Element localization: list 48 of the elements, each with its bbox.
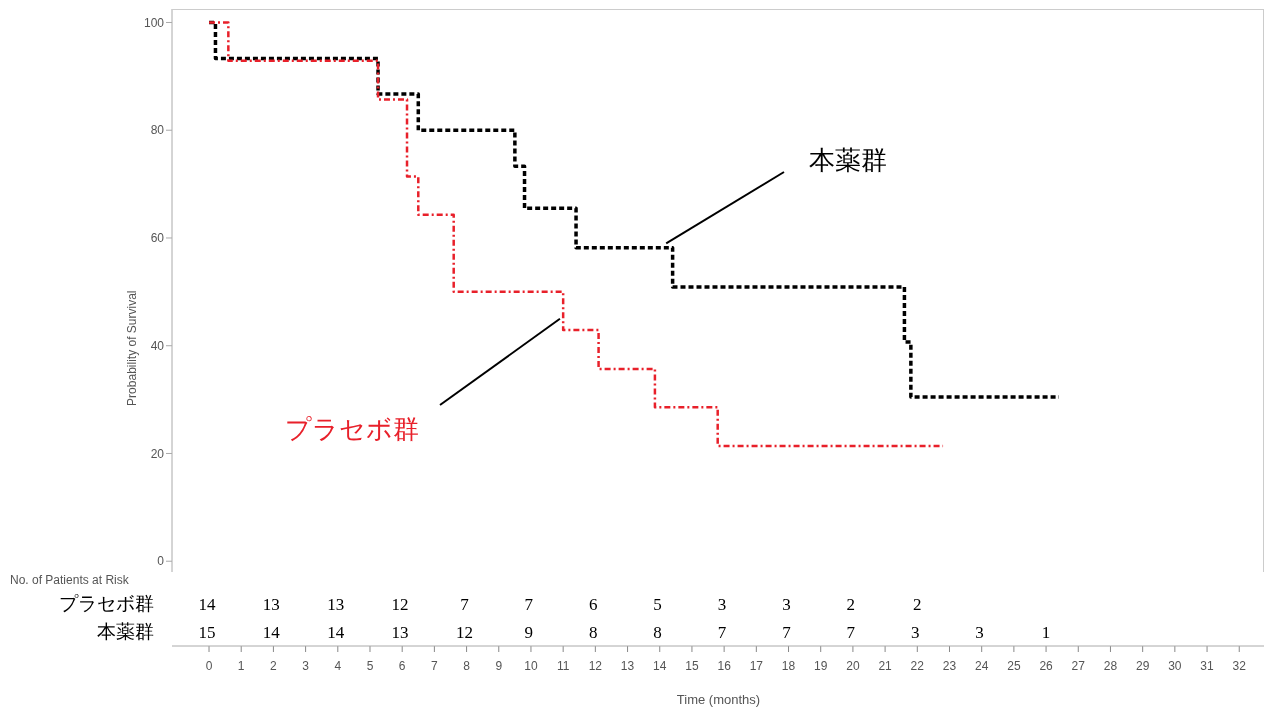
y-tick-label: 40	[150, 338, 165, 353]
x-tick-label: 26	[1039, 659, 1054, 673]
x-tick-label: 21	[878, 659, 893, 673]
y-tick-label: 60	[150, 231, 165, 246]
x-tick-label: 27	[1071, 659, 1086, 673]
x-tick-label: 7	[431, 659, 439, 673]
text: 本薬群	[809, 145, 887, 175]
x-tick-label: 0	[205, 659, 213, 673]
x-tick-label: 22	[910, 659, 925, 673]
x-tick-label: 12	[588, 659, 603, 673]
x-tick-label: 13	[620, 659, 635, 673]
x-tick-label: 15	[685, 659, 699, 673]
text: 14 13 13 12 7 7 6 5 3 3 2 2	[198, 594, 922, 614]
x-tick-label: 25	[1007, 659, 1021, 673]
x-tick-label: 31	[1200, 659, 1215, 673]
x-tick-label: 9	[495, 659, 503, 673]
x-axis-title: Time (months)	[676, 692, 761, 707]
text: プラセボ群	[59, 593, 154, 615]
x-tick-label: 18	[781, 659, 796, 673]
x-tick-label: 17	[749, 659, 764, 673]
x-tick-label: 20	[846, 659, 860, 673]
y-tick-label: 80	[150, 123, 165, 138]
y-tick-label: 0	[157, 554, 165, 569]
x-tick-label: 30	[1168, 659, 1182, 673]
x-tick-label: 23	[942, 659, 957, 673]
x-tick-label: 24	[975, 659, 989, 673]
x-tick-label: 6	[398, 659, 406, 673]
text: 本薬群	[97, 621, 154, 643]
text: プラセボ群	[285, 414, 419, 444]
y-axis-title: Probability of Survival	[125, 290, 140, 406]
x-tick-label: 8	[463, 659, 471, 673]
y-tick-label: 100	[143, 15, 165, 30]
x-tick-label: 4	[334, 659, 342, 673]
y-tick-label: 20	[150, 446, 165, 461]
x-tick-label: 32	[1232, 659, 1247, 673]
x-tick-label: 1	[237, 659, 245, 673]
x-tick-label: 3	[302, 659, 310, 673]
x-tick-label: 16	[717, 659, 732, 673]
x-tick-label: 29	[1135, 659, 1150, 673]
x-tick-label: 10	[524, 659, 538, 673]
text: No. of Patients at Risk	[10, 573, 130, 587]
x-tick-label: 28	[1103, 659, 1118, 673]
x-tick-label: 19	[814, 659, 828, 673]
text: 15 14 14 13 12 9 8 8 7 7 7 3 3 1	[198, 622, 1051, 642]
x-tick-label: 2	[270, 659, 278, 673]
x-tick-label: 14	[653, 659, 667, 673]
x-tick-label: 11	[556, 659, 570, 673]
x-tick-label: 5	[366, 659, 374, 673]
